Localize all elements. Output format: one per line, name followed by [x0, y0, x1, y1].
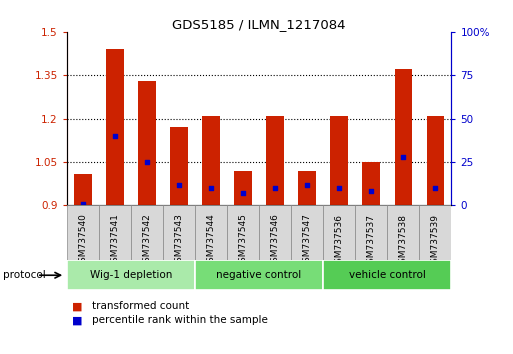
Bar [387, 205, 420, 260]
Text: GSM737536: GSM737536 [334, 213, 344, 269]
Text: GSM737539: GSM737539 [431, 213, 440, 269]
Bar [131, 205, 163, 260]
Text: GSM737540: GSM737540 [78, 213, 87, 268]
Point [239, 190, 247, 196]
Text: negative control: negative control [216, 270, 302, 280]
Point [335, 185, 343, 191]
Bar [259, 205, 291, 260]
Text: Wig-1 depletion: Wig-1 depletion [90, 270, 172, 280]
Point [399, 154, 407, 160]
Bar [234, 171, 252, 205]
Bar [163, 205, 195, 260]
Bar [355, 205, 387, 260]
Point [303, 182, 311, 187]
Bar [227, 205, 259, 260]
Text: GSM737541: GSM737541 [110, 213, 120, 268]
Title: GDS5185 / ILMN_1217084: GDS5185 / ILMN_1217084 [172, 18, 346, 31]
Text: GSM737538: GSM737538 [399, 213, 408, 269]
Bar [299, 171, 316, 205]
Bar [202, 116, 220, 205]
Point [271, 185, 279, 191]
Bar [138, 81, 155, 205]
Point [111, 133, 119, 139]
Text: GSM737546: GSM737546 [270, 213, 280, 268]
Point [431, 185, 440, 191]
Bar [330, 116, 348, 205]
Text: GSM737544: GSM737544 [206, 213, 215, 268]
Bar [67, 260, 195, 290]
Bar [323, 205, 355, 260]
Bar [266, 116, 284, 205]
Point [143, 159, 151, 165]
Bar [394, 69, 412, 205]
Text: GSM737545: GSM737545 [239, 213, 248, 268]
Text: transformed count: transformed count [92, 301, 190, 311]
Bar [420, 205, 451, 260]
Text: ■: ■ [72, 301, 86, 311]
Bar [323, 260, 451, 290]
Bar [195, 260, 323, 290]
Bar [106, 49, 124, 205]
Bar [74, 173, 91, 205]
Bar [427, 116, 444, 205]
Text: GSM737537: GSM737537 [367, 213, 376, 269]
Point [367, 189, 376, 194]
Text: ■: ■ [72, 315, 86, 325]
Text: percentile rank within the sample: percentile rank within the sample [92, 315, 268, 325]
Bar [195, 205, 227, 260]
Point [78, 201, 87, 206]
Text: GSM737542: GSM737542 [142, 213, 151, 268]
Text: protocol: protocol [3, 270, 45, 280]
Text: vehicle control: vehicle control [349, 270, 426, 280]
Bar [291, 205, 323, 260]
Bar [67, 205, 98, 260]
Bar [363, 162, 380, 205]
Point [175, 182, 183, 187]
Bar [170, 127, 188, 205]
Text: GSM737547: GSM737547 [303, 213, 312, 268]
Text: GSM737543: GSM737543 [174, 213, 184, 268]
Bar [98, 205, 131, 260]
Point [207, 185, 215, 191]
